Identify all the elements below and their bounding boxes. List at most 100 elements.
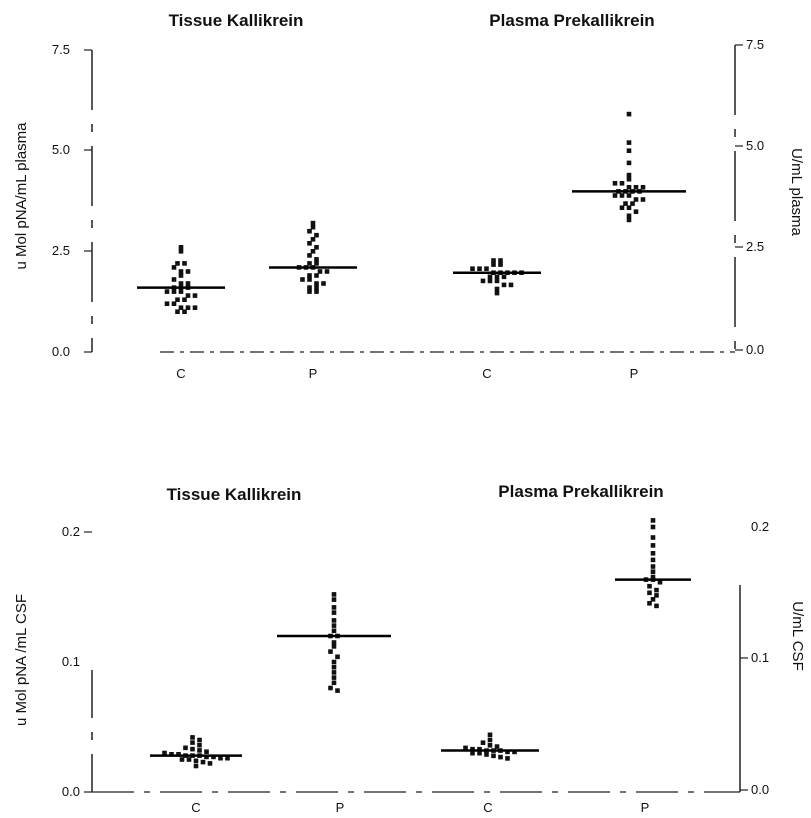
data-point [619,193,625,198]
data-point [310,220,316,226]
data-point [487,737,493,743]
data-point [501,274,507,280]
bottom-right-tick-label: 0.0 [751,782,769,797]
data-point [331,592,337,597]
bottom-x-label-pk-p: P [641,800,650,815]
data-point [169,752,174,757]
data-point [491,258,496,263]
data-point [630,201,635,206]
top-left-axis-ticks: 0.0 2.5 5.0 7.5 [52,42,92,359]
data-point [307,253,312,258]
data-point [192,293,198,298]
data-point [197,737,202,743]
bottom-plot-area [150,518,691,769]
data-point [487,732,493,738]
data-point [335,654,340,660]
data-point [619,181,625,186]
data-point [176,752,181,757]
data-point [185,269,191,274]
bottom-left-tick-label: 0.1 [62,654,80,669]
bottom-left-axis-label: u Mol pNA /mL CSF [13,594,30,726]
data-point [204,749,209,754]
top-x-label-tk-p: P [309,366,318,381]
data-point [494,278,500,284]
data-point [623,201,628,206]
bottom-right-axis-label: U/mL CSF [789,601,806,670]
data-point [498,262,503,267]
data-point [310,249,316,254]
data-point [331,670,337,675]
data-point [331,628,337,634]
data-point [178,305,184,310]
data-point [491,262,496,267]
data-point [494,286,500,292]
data-point [314,289,319,294]
data-point [626,176,632,182]
data-point [314,257,319,262]
data-point [331,659,337,665]
data-point [179,757,185,762]
data-point [626,111,632,117]
data-point [331,644,337,649]
top-left-tick-label: 2.5 [52,243,70,258]
data-point [307,241,312,246]
data-point [190,746,195,752]
data-point [307,273,312,278]
top-plot-area [137,111,686,314]
data-point [633,197,639,202]
data-point [331,597,337,602]
data-point [211,754,216,760]
data-point [317,269,323,274]
data-point [185,305,191,310]
data-point [183,745,188,751]
data-point [171,265,177,270]
data-point [331,605,337,610]
top-right-tick-label: 7.5 [746,37,764,52]
data-point [307,285,312,290]
data-point [331,623,337,628]
data-point [650,543,656,548]
data-point [178,269,184,274]
data-point [487,274,493,280]
bottom-left-tick-label: 0.2 [62,524,80,539]
data-point [178,249,184,254]
data-point [470,746,475,752]
top-x-label-pk-p: P [630,366,639,381]
data-point [494,290,500,296]
data-point [314,281,319,286]
data-point [487,743,493,748]
data-point [487,278,493,284]
data-point [633,209,639,214]
data-point [650,557,656,563]
data-point [470,750,475,756]
data-point [218,755,223,761]
data-point [626,148,632,153]
data-point [640,185,646,190]
data-point [477,746,482,752]
data-point [626,185,632,190]
data-point [175,297,180,302]
data-point [314,285,319,290]
data-point [175,309,180,314]
data-point [171,277,177,282]
top-left-tick-label: 7.5 [52,42,70,57]
data-point [182,297,187,302]
data-point [612,193,618,198]
data-point [626,172,632,178]
data-point [331,664,337,670]
data-point [508,282,514,288]
data-point [193,758,199,764]
data-point [647,601,652,606]
data-point [164,301,170,306]
data-point [650,569,656,574]
data-point [321,281,326,286]
data-point [512,749,517,755]
data-point [200,759,206,765]
data-point [654,603,659,609]
data-point [328,649,333,654]
bottom-left-axis-ticks: 0.0 0.1 0.2 [62,524,92,799]
data-point [225,755,230,761]
bottom-right-tick-label: 0.1 [751,650,769,665]
data-point [178,281,184,286]
bottom-x-label-tk-p: P [336,800,345,815]
